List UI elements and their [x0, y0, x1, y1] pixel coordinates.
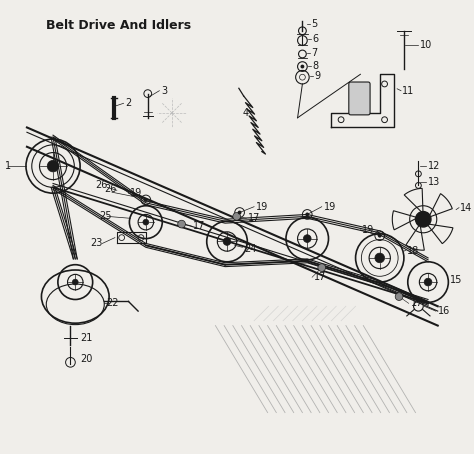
Text: 3: 3 [161, 86, 167, 96]
Circle shape [178, 220, 185, 228]
Text: 2: 2 [126, 98, 132, 109]
Text: 19: 19 [256, 202, 268, 212]
Circle shape [47, 160, 59, 172]
Text: 26: 26 [104, 184, 117, 194]
Circle shape [305, 212, 309, 217]
Text: 13: 13 [428, 177, 440, 187]
Text: 19: 19 [362, 225, 374, 235]
Text: 15: 15 [450, 275, 463, 285]
Text: 19: 19 [324, 202, 336, 212]
Text: 23: 23 [90, 238, 102, 248]
Circle shape [237, 211, 242, 214]
Text: 14: 14 [460, 202, 472, 212]
Circle shape [303, 235, 311, 242]
Text: 1: 1 [5, 161, 11, 171]
Circle shape [424, 278, 432, 286]
Text: 20: 20 [80, 355, 92, 365]
Text: 7: 7 [311, 48, 318, 58]
Text: Belt Drive And Idlers: Belt Drive And Idlers [46, 20, 191, 32]
Text: 25: 25 [100, 212, 112, 222]
Text: 17: 17 [314, 272, 327, 282]
Text: 10: 10 [420, 40, 433, 50]
Text: 8: 8 [312, 60, 318, 70]
Text: 12: 12 [428, 161, 440, 171]
Circle shape [233, 212, 240, 220]
Text: 18: 18 [407, 246, 419, 256]
Circle shape [318, 264, 326, 271]
Text: 21: 21 [80, 333, 92, 343]
Circle shape [378, 234, 382, 237]
Circle shape [223, 237, 231, 245]
Text: 17: 17 [193, 221, 206, 231]
Text: 17: 17 [248, 213, 261, 223]
FancyBboxPatch shape [349, 82, 370, 115]
Text: 22: 22 [106, 298, 118, 308]
Circle shape [143, 219, 149, 225]
Circle shape [144, 198, 148, 202]
Text: 26: 26 [96, 180, 108, 190]
Circle shape [395, 293, 403, 301]
Circle shape [73, 279, 78, 285]
Text: 19: 19 [130, 188, 143, 198]
Text: 24: 24 [245, 244, 257, 254]
Text: 5: 5 [311, 19, 318, 29]
Text: 4: 4 [243, 108, 248, 118]
Circle shape [416, 212, 431, 227]
Text: 9: 9 [314, 71, 320, 81]
Circle shape [375, 253, 384, 263]
Circle shape [301, 64, 304, 69]
Text: 11: 11 [402, 86, 414, 96]
Text: 16: 16 [438, 306, 450, 316]
Text: 6: 6 [312, 35, 318, 44]
Text: 17: 17 [410, 298, 423, 308]
